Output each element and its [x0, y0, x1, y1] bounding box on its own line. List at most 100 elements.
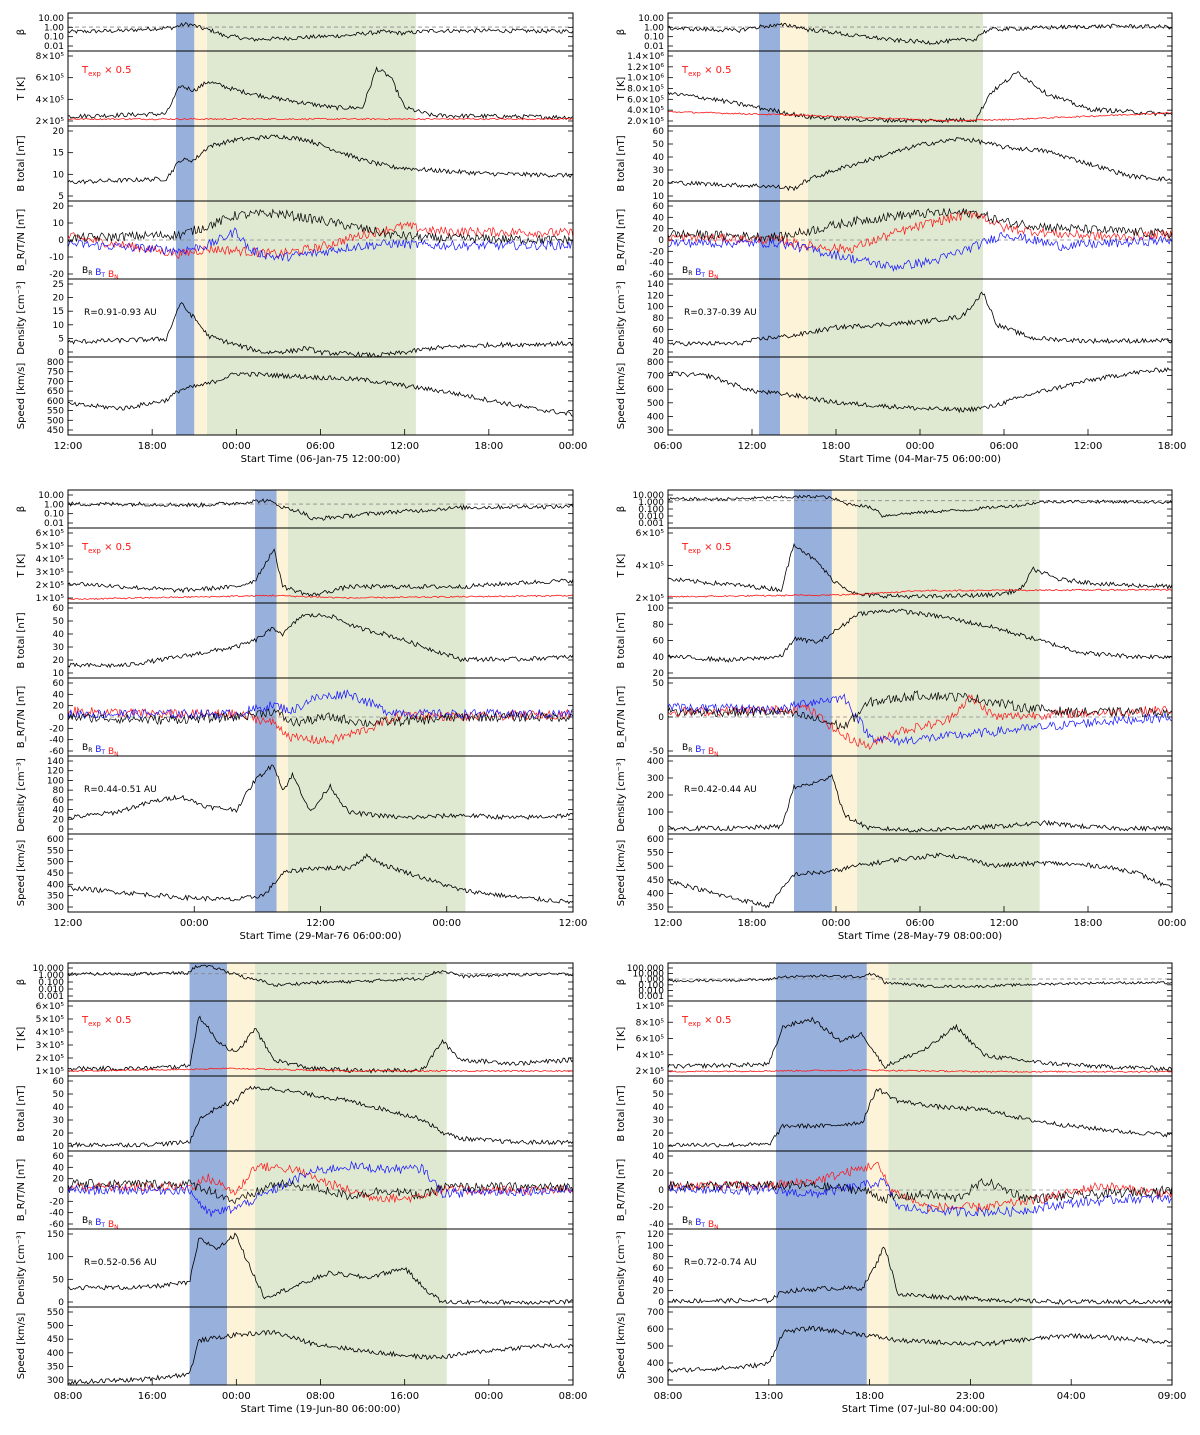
texp-legend: Texp × 0.5: [681, 1015, 732, 1028]
y-axis-label: Density [cm⁻³]: [16, 281, 27, 355]
y-tick-label: 750: [47, 368, 64, 378]
y-tick-label: 8.0×10⁵: [627, 85, 664, 95]
y-axis-label: T [K]: [616, 77, 627, 102]
y-tick-label: 8×10⁵: [636, 1018, 665, 1028]
y-tick-label: 60: [653, 1077, 665, 1087]
brtn-legend: BR BT BN: [682, 743, 719, 758]
region-icme: [287, 490, 466, 912]
y-tick-label: 10: [653, 1142, 665, 1152]
x-tick-label: 00:00: [222, 1391, 251, 1402]
trace-main: [667, 608, 1173, 663]
y-tick-label: 0: [58, 348, 64, 358]
x-tick-label: 00:00: [222, 441, 251, 452]
trace-main: [67, 1329, 574, 1385]
region-icme: [808, 13, 983, 435]
y-tick-label: 500: [647, 1342, 664, 1352]
y-tick-label: 20: [53, 702, 65, 712]
region-pile-up: [866, 963, 889, 1385]
y-tick-label: 0: [58, 1186, 64, 1196]
y-axis-label: β: [616, 506, 627, 512]
y-tick-label: 6×10⁵: [36, 74, 65, 84]
y-tick-label: 40: [653, 1152, 665, 1162]
trace-br: [667, 690, 1173, 730]
y-tick-label: -50: [649, 747, 664, 757]
panel-beta: 10.001.000.100.01 β: [616, 12, 1173, 52]
y-tick-label: 5×10⁵: [36, 542, 65, 552]
y-tick-label: 6×10⁵: [36, 529, 65, 539]
y-axis-label: Speed [km/s]: [16, 363, 27, 430]
x-tick-label: 12:00: [559, 918, 588, 929]
y-tick-label: 600: [647, 835, 664, 845]
x-tick-label: 00:00: [822, 918, 851, 929]
y-tick-label: 400: [647, 757, 664, 767]
trace-br: [67, 1179, 574, 1205]
y-tick-label: 1.000: [638, 498, 664, 508]
y-tick-label: 1.000: [38, 971, 64, 981]
y-tick-label: 120: [47, 767, 64, 777]
event-1: 10.001.000.100.01 β 8×10⁵ 6×10⁵ 4×10⁵ 2×10⁵ T …: [16, 12, 587, 465]
y-tick-label: 1×10⁶: [636, 1002, 665, 1012]
y-tick-label: 0.100: [38, 978, 64, 988]
y-tick-label: 80: [653, 1253, 665, 1263]
x-tick-label: 23:00: [956, 1391, 985, 1402]
trace-main: [67, 498, 574, 521]
y-tick-label: 350: [647, 903, 664, 913]
texp-legend: Texp × 0.5: [81, 65, 132, 78]
x-tick-label: 00:00: [474, 1391, 503, 1402]
panel-T: 6×10⁵ 5×10⁵ 4×10⁵ 3×10⁵ 2×10⁵ 1×10⁵ T [K] Texp …: [16, 527, 574, 604]
trace-main: [667, 972, 1173, 989]
y-tick-label: 1.2×10⁶: [627, 63, 664, 73]
y-tick-label: 400: [647, 412, 664, 422]
x-tick-label: 00:00: [906, 441, 935, 452]
y-tick-label: 60: [653, 1264, 665, 1274]
y-tick-label: 4×10⁵: [36, 95, 65, 105]
region-pile-up: [276, 490, 288, 912]
y-tick-label: 1.4×10⁶: [627, 52, 664, 62]
trace-main: [667, 494, 1173, 518]
y-tick-label: -20: [49, 1197, 64, 1207]
y-tick-label: 40: [653, 337, 665, 347]
y-axis-label: β: [616, 979, 627, 985]
y-tick-label: 2×10⁵: [36, 581, 65, 591]
distance-label: R=0.91-0.93 AU: [84, 308, 157, 318]
y-tick-label: 30: [653, 1116, 665, 1126]
x-tick-label: 18:00: [1074, 918, 1103, 929]
x-axis-title: Start Time (06-Jan-75 12:00:00): [241, 454, 401, 465]
x-tick-label: 12:00: [738, 441, 767, 452]
y-tick-label: 50: [653, 140, 665, 150]
y-tick-label: -60: [649, 270, 664, 280]
y-tick-label: 15: [53, 149, 64, 159]
y-axis-label: β: [16, 979, 27, 985]
trace-texp: [667, 110, 1173, 122]
y-tick-label: 10: [653, 192, 665, 202]
y-tick-label: 800: [47, 358, 64, 368]
brtn-legend: BR BT BN: [82, 266, 119, 281]
y-axis-label: β: [616, 29, 627, 35]
trace-main: [67, 612, 574, 669]
panel-B: 60 50 40 30 20 10 B total [nT]: [616, 125, 1173, 202]
x-tick-label: 06:00: [906, 918, 935, 929]
trace-main: [667, 1325, 1173, 1373]
y-tick-label: 40: [653, 1103, 665, 1113]
y-axis-label: B_R/T/N [nT]: [616, 1159, 627, 1222]
x-tick-label: 12:00: [306, 918, 335, 929]
x-tick-label: 08:00: [54, 1391, 83, 1402]
x-tick-label: 18:00: [474, 441, 503, 452]
y-tick-label: 100: [47, 1253, 64, 1263]
trace-main: [67, 22, 574, 42]
region-icme: [206, 13, 416, 435]
y-tick-label: 30: [53, 643, 65, 653]
y-tick-label: 550: [47, 1308, 64, 1318]
y-tick-label: 650: [47, 387, 64, 397]
y-tick-label: 6.0×10⁵: [627, 95, 664, 105]
y-tick-label: 350: [47, 892, 64, 902]
y-tick-label: 50: [53, 1275, 65, 1285]
y-tick-label: 5: [58, 334, 64, 344]
y-tick-label: 300: [647, 1376, 664, 1386]
trace-main: [67, 964, 574, 988]
y-tick-label: 40: [653, 653, 665, 663]
y-tick-label: 100: [647, 303, 664, 313]
